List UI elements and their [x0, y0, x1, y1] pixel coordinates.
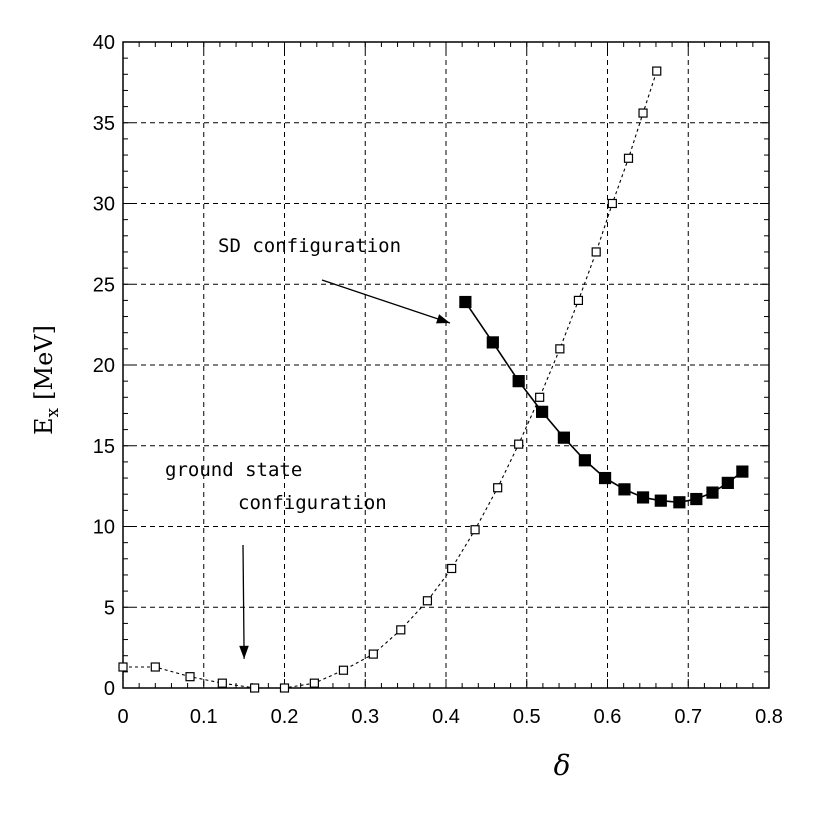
- open-square-point: [638, 108, 648, 118]
- y-tick-label: 35: [93, 113, 115, 135]
- filled-square-point: [706, 486, 719, 499]
- grid: [123, 42, 769, 688]
- filled-square-point: [486, 336, 499, 349]
- filled-square-point: [512, 375, 525, 388]
- filled-square-point: [690, 492, 703, 506]
- axis-ticks: [122, 41, 770, 689]
- x-tick-label: 0.6: [594, 706, 622, 728]
- open-square-point: [118, 662, 128, 672]
- open-square-point: [573, 295, 584, 305]
- open-square-point: [652, 66, 662, 76]
- x-tick-label: 0.4: [432, 706, 460, 728]
- open-square-point: [150, 662, 160, 672]
- open-square-point: [185, 672, 195, 682]
- open-square-point: [217, 678, 227, 688]
- ground-state-arrow-shaft: [242, 544, 245, 659]
- open-square-point: [493, 483, 503, 493]
- open-square-point: [368, 649, 378, 659]
- annotation-configuration: configuration: [238, 492, 387, 514]
- filled-square-point: [618, 483, 631, 496]
- series-layer: [118, 66, 749, 693]
- sd-configuration-arrow-head: [436, 314, 451, 324]
- annotation-ground-state: ground state: [165, 459, 302, 481]
- x-axis-tick-labels: 0 0.1 0.2 0.3 0.4 0.5 0.6 0.7 0.8: [117, 706, 782, 728]
- filled-square-point: [736, 465, 749, 478]
- y-tick-label: 15: [93, 436, 115, 458]
- y-axis-label-subscript: x: [43, 407, 63, 417]
- open-square-point: [279, 683, 290, 693]
- x-tick-label: 0.2: [271, 706, 299, 728]
- open-square-point: [514, 439, 524, 449]
- x-tick-label: 0.3: [351, 706, 379, 728]
- open-square-point: [396, 625, 406, 635]
- open-square-point: [535, 392, 545, 402]
- open-square-point: [470, 525, 480, 535]
- open-square-point: [555, 344, 565, 354]
- filled-square-point: [654, 494, 667, 507]
- x-tick-label: 0.8: [755, 706, 783, 728]
- sd-configuration-arrow-shaft: [321, 279, 451, 324]
- y-tick-label: 0: [104, 678, 115, 700]
- open-square-point: [250, 683, 260, 693]
- y-axis-tick-labels: 0 5 10 15 20 25 30 35 40: [93, 32, 115, 700]
- open-square-point: [447, 563, 457, 574]
- open-square-point: [422, 596, 433, 606]
- filled-square-point: [673, 496, 686, 509]
- x-tick-label: 0: [117, 706, 128, 728]
- ground-state-arrow-head: [239, 645, 249, 659]
- filled-square-point: [578, 454, 591, 467]
- open-square-point: [623, 153, 634, 163]
- filled-square-point: [636, 491, 650, 504]
- annotation-arrows: [239, 279, 451, 659]
- x-axis-label: δ: [554, 749, 571, 782]
- filled-square-point: [721, 476, 734, 489]
- x-tick-label: 0.1: [190, 706, 218, 728]
- y-axis-label: Ex [MeV]: [30, 325, 63, 435]
- series-1-line: [123, 70, 658, 689]
- annotation-sd-configuration: SD configuration: [218, 235, 401, 257]
- x-tick-label: 0.7: [674, 706, 702, 728]
- y-tick-label: 5: [104, 597, 115, 619]
- open-square-point: [338, 665, 349, 675]
- y-axis-label-main: E: [30, 417, 58, 435]
- y-tick-label: 40: [93, 32, 115, 54]
- y-tick-label: 10: [93, 517, 115, 539]
- y-tick-label: 25: [93, 274, 115, 296]
- filled-square-point: [557, 431, 570, 444]
- filled-square-point: [598, 471, 612, 485]
- y-axis-label-unit: [MeV]: [30, 325, 58, 400]
- filled-square-point: [535, 405, 549, 418]
- open-square-point: [309, 678, 319, 688]
- y-tick-label: 20: [93, 355, 115, 377]
- open-square-point: [607, 198, 617, 209]
- open-square-point: [591, 247, 601, 257]
- x-tick-label: 0.5: [513, 706, 541, 728]
- y-tick-label: 30: [93, 194, 115, 216]
- filled-square-point: [459, 295, 472, 309]
